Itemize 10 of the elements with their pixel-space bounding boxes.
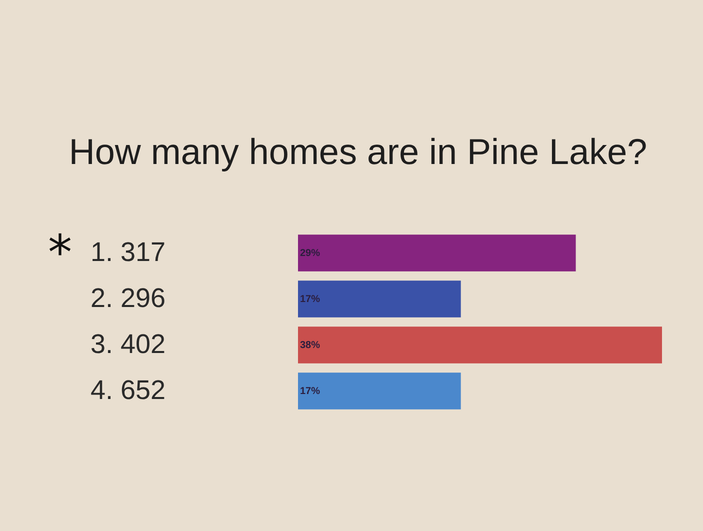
y-tick-label: 4. 652 [90, 375, 166, 405]
data-label: 29% [300, 248, 320, 259]
y-tick-label: 3. 402 [90, 329, 166, 359]
y-tick-label: 1. 317 [90, 237, 166, 267]
y-tick-label: 2. 296 [90, 283, 166, 313]
text: * [48, 225, 72, 281]
data-label: 17% [300, 386, 320, 397]
data-label: 17% [300, 294, 320, 305]
data-label: 38% [300, 340, 320, 351]
chart-title: How many homes are in Pine Lake? [68, 131, 648, 172]
